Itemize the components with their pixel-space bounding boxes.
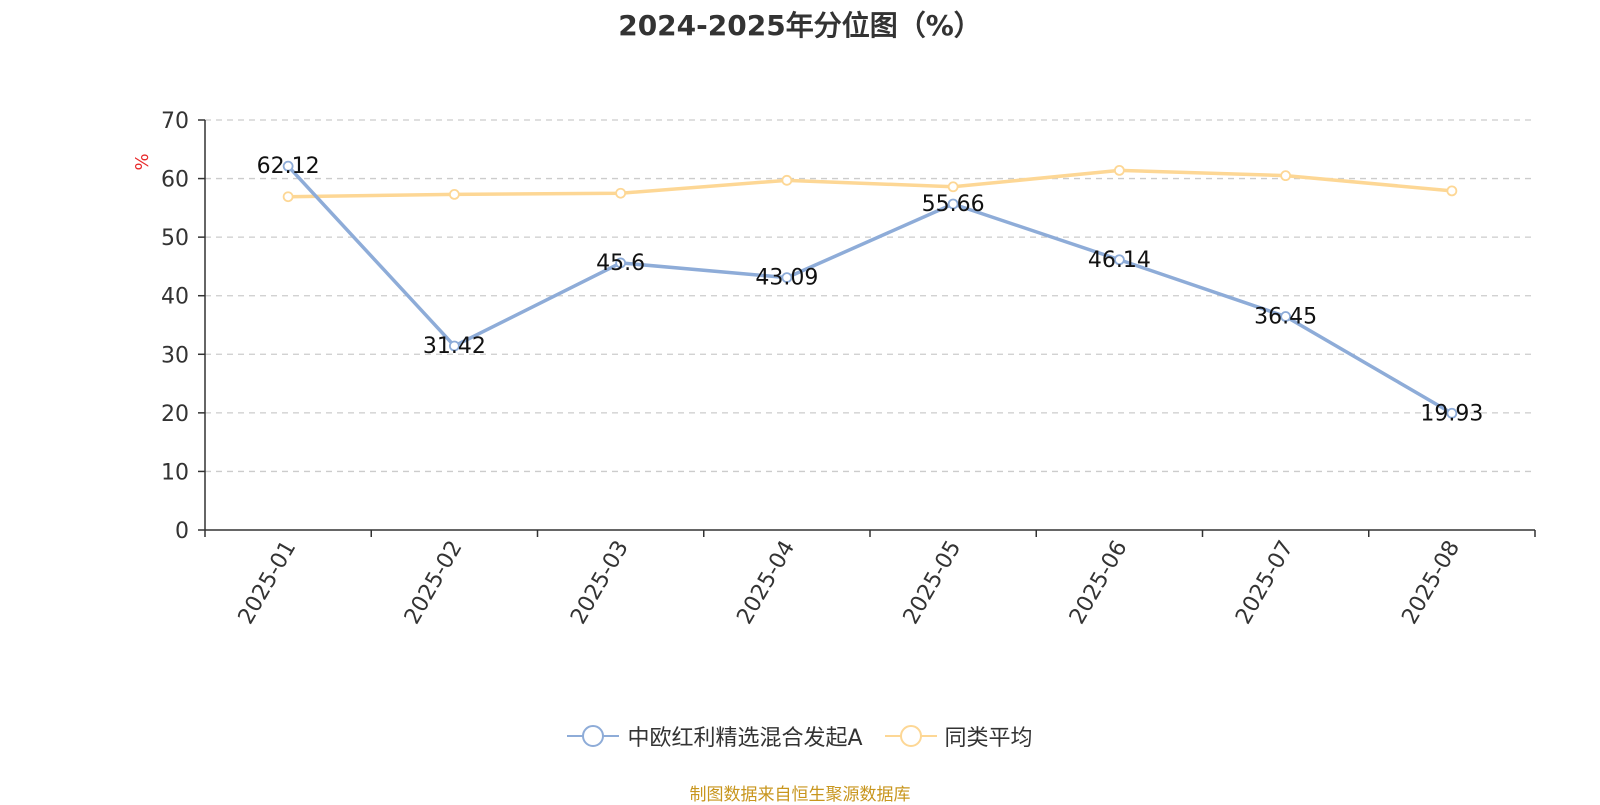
legend-line-circle-icon: [884, 725, 937, 747]
data-point: [615, 257, 627, 269]
x-tick-label: 2025-02: [400, 537, 468, 629]
axes: 0 10 20 30 40 50 60 70% 2025-01 2025-02 2025-03 202…: [132, 109, 1536, 629]
data-point: [448, 188, 460, 200]
data-point: [282, 160, 294, 172]
x-tick-label: 2025-06: [1065, 537, 1133, 629]
legend-circle: [582, 725, 605, 747]
chart-title: 2024-2025年分位图（%）: [618, 9, 982, 42]
x-tick-label: 2025-04: [732, 537, 800, 629]
y-tick-label: 70: [161, 109, 189, 134]
x-tick-label: 2025-07: [1231, 537, 1299, 629]
legend-line-circle-icon: [567, 725, 620, 747]
data-point: [1446, 407, 1458, 419]
grid-lines: [205, 119, 1535, 473]
legend-item[interactable]: 同类平均: [884, 720, 1033, 752]
data-label: 19.93: [1420, 401, 1483, 426]
data-point: [1113, 164, 1125, 176]
y-axis-label: %: [132, 153, 153, 170]
data-label: 45.6: [596, 251, 645, 276]
data-point: [781, 272, 793, 284]
y-tick-label: 0: [175, 519, 189, 544]
x-tick-label: 2025-08: [1397, 537, 1465, 629]
x-tick-label: 2025-01: [234, 537, 302, 629]
legend: 中欧红利精选混合发起A 同类平均: [0, 720, 1600, 752]
y-tick-label: 40: [161, 285, 189, 310]
y-tick-label: 50: [161, 226, 189, 251]
data-label: 43.09: [755, 266, 818, 291]
data-label: 62.12: [257, 154, 320, 179]
data-point: [947, 181, 959, 193]
data-label: 31.42: [423, 334, 486, 359]
x-tick-label: 2025-03: [566, 537, 634, 629]
data-point: [781, 174, 793, 186]
data-point: [1113, 254, 1125, 266]
data-label: 36.45: [1254, 305, 1317, 330]
x-tick-label: 2025-05: [899, 537, 967, 629]
series-line: [286, 168, 1454, 199]
series-line: [286, 164, 1454, 416]
data-label: 55.66: [922, 192, 985, 217]
data-point: [615, 187, 627, 199]
legend-label: 中欧红利精选混合发起A: [627, 726, 863, 751]
legend-item[interactable]: 中欧红利精选混合发起A: [567, 720, 863, 752]
legend-label: 同类平均: [944, 726, 1033, 751]
legend-circle: [899, 725, 922, 747]
data-labels: 62.12 31.42 45.6 43.09 55.66 46.14 36.45 19.93: [257, 154, 1484, 426]
source-note: 制图数据来自恒生聚源数据库: [689, 785, 911, 805]
data-label: 46.14: [1088, 248, 1151, 273]
data-point: [947, 198, 959, 210]
data-point: [448, 340, 460, 352]
y-tick-label: 20: [161, 402, 189, 427]
data-point: [1280, 311, 1292, 322]
y-tick-label: 10: [161, 460, 189, 485]
data-point: [282, 191, 294, 203]
series-lines: [282, 160, 1458, 419]
data-point: [1446, 185, 1458, 197]
y-tick-label: 30: [161, 343, 189, 368]
data-point: [1280, 170, 1292, 182]
y-tick-label: 60: [161, 168, 189, 193]
